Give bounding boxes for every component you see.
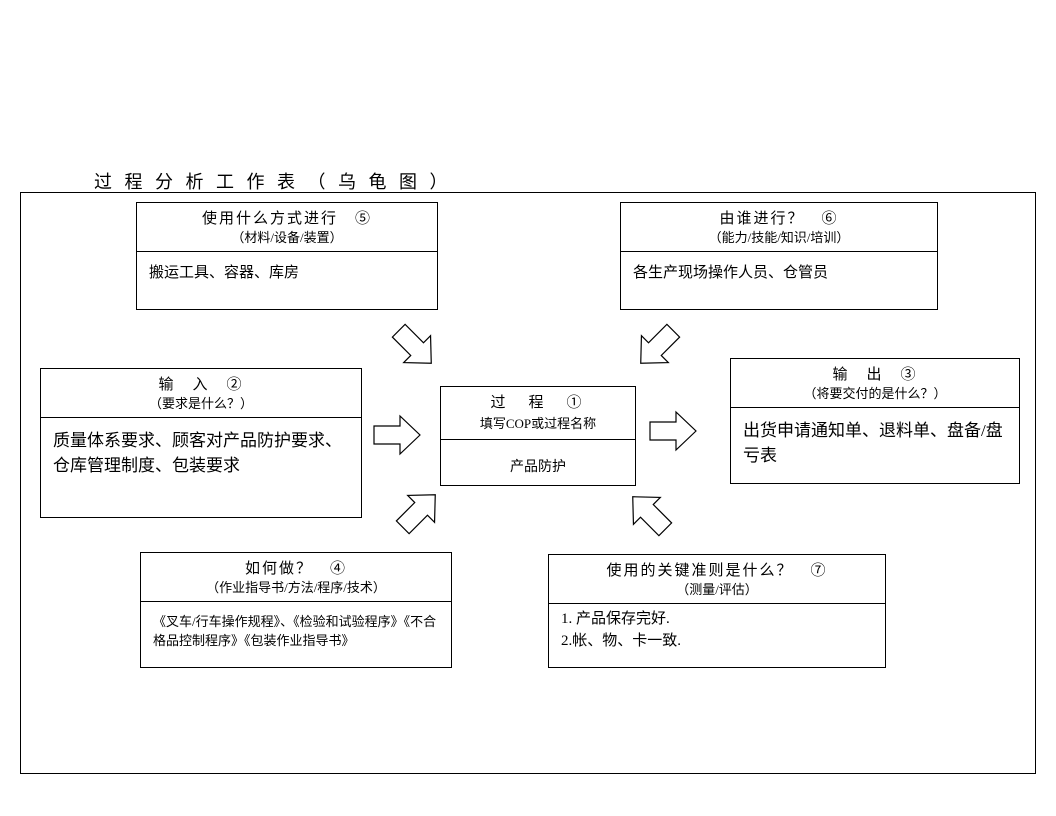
box-input-body: 质量体系要求、顾客对产品防护要求、仓库管理制度、包装要求 xyxy=(41,418,361,489)
box-criteria-subtitle: （测量/评估） xyxy=(553,582,881,599)
box-process-body: 产品防护 xyxy=(441,440,635,492)
box-how-header: 如何做？ ④ （作业指导书/方法/程序/技术） xyxy=(141,553,451,602)
box-method-body: 搬运工具、容器、库房 xyxy=(137,252,437,295)
box-input-subtitle: （要求是什么？） xyxy=(45,396,357,413)
box-method-title: 使用什么方式进行 ⑤ xyxy=(202,211,372,227)
box-output: 输 出 ③ （将要交付的是什么？） 出货申请通知单、退料单、盘备/盘亏表 xyxy=(730,358,1020,484)
box-method-header: 使用什么方式进行 ⑤ （材料/设备/装置） xyxy=(137,203,437,252)
box-who: 由谁进行？ ⑥ （能力/技能/知识/培训） 各生产现场操作人员、仓管员 xyxy=(620,202,938,310)
box-method-subtitle: （材料/设备/装置） xyxy=(141,230,433,247)
box-how-subtitle: （作业指导书/方法/程序/技术） xyxy=(145,580,447,597)
box-method: 使用什么方式进行 ⑤ （材料/设备/装置） 搬运工具、容器、库房 xyxy=(136,202,438,310)
box-how-body: 《叉车/行车操作规程》、《检验和试验程序》《不合格品控制程序》《包装作业指导书》 xyxy=(141,602,451,661)
box-how-title: 如何做？ ④ xyxy=(245,561,347,577)
box-who-body: 各生产现场操作人员、仓管员 xyxy=(621,252,937,295)
box-who-header: 由谁进行？ ⑥ （能力/技能/知识/培训） xyxy=(621,203,937,252)
box-output-body: 出货申请通知单、退料单、盘备/盘亏表 xyxy=(731,408,1019,479)
box-criteria-body: 1. 产品保存完好. 2.帐、物、卡一致. xyxy=(549,604,885,663)
arrow-input-to-center xyxy=(372,414,422,456)
box-output-title: 输 出 ③ xyxy=(832,367,917,383)
box-how: 如何做？ ④ （作业指导书/方法/程序/技术） 《叉车/行车操作规程》、《检验和… xyxy=(140,552,452,668)
box-input-header: 输 入 ② （要求是什么？） xyxy=(41,369,361,418)
box-who-subtitle: （能力/技能/知识/培训） xyxy=(625,230,933,247)
box-criteria-header: 使用的关键准则是什么？ ⑦ （测量/评估） xyxy=(549,555,885,604)
box-process-header: 过 程 ① 填写COP或过程名称 xyxy=(441,387,635,440)
box-criteria-title: 使用的关键准则是什么？ ⑦ xyxy=(606,563,827,579)
page-title: 过 程 分 析 工 作 表 （ 乌 龟 图 ） xyxy=(94,168,452,194)
box-process-center: 过 程 ① 填写COP或过程名称 产品防护 xyxy=(440,386,636,486)
box-process-title: 过 程 ① xyxy=(490,395,585,411)
box-who-title: 由谁进行？ ⑥ xyxy=(719,211,838,227)
box-output-header: 输 出 ③ （将要交付的是什么？） xyxy=(731,359,1019,408)
box-output-subtitle: （将要交付的是什么？） xyxy=(735,386,1015,403)
box-input: 输 入 ② （要求是什么？） 质量体系要求、顾客对产品防护要求、仓库管理制度、包… xyxy=(40,368,362,518)
box-process-subtitle: 填写COP或过程名称 xyxy=(480,416,596,431)
box-input-title: 输 入 ② xyxy=(158,377,243,393)
box-criteria: 使用的关键准则是什么？ ⑦ （测量/评估） 1. 产品保存完好. 2.帐、物、卡… xyxy=(548,554,886,668)
arrow-center-to-output xyxy=(648,410,698,452)
